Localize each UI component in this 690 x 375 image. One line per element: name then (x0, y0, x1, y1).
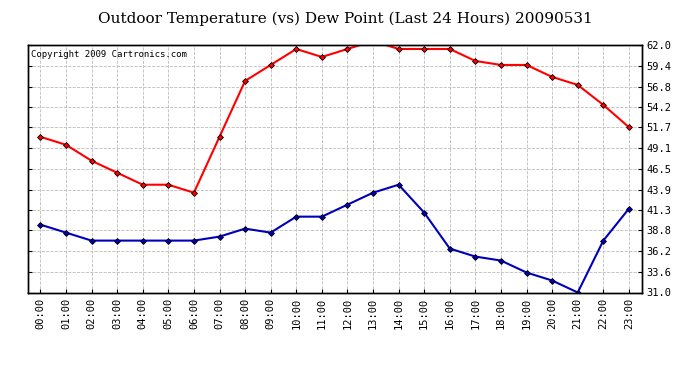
Text: Outdoor Temperature (vs) Dew Point (Last 24 Hours) 20090531: Outdoor Temperature (vs) Dew Point (Last… (97, 11, 593, 26)
Text: Copyright 2009 Cartronics.com: Copyright 2009 Cartronics.com (30, 50, 186, 59)
